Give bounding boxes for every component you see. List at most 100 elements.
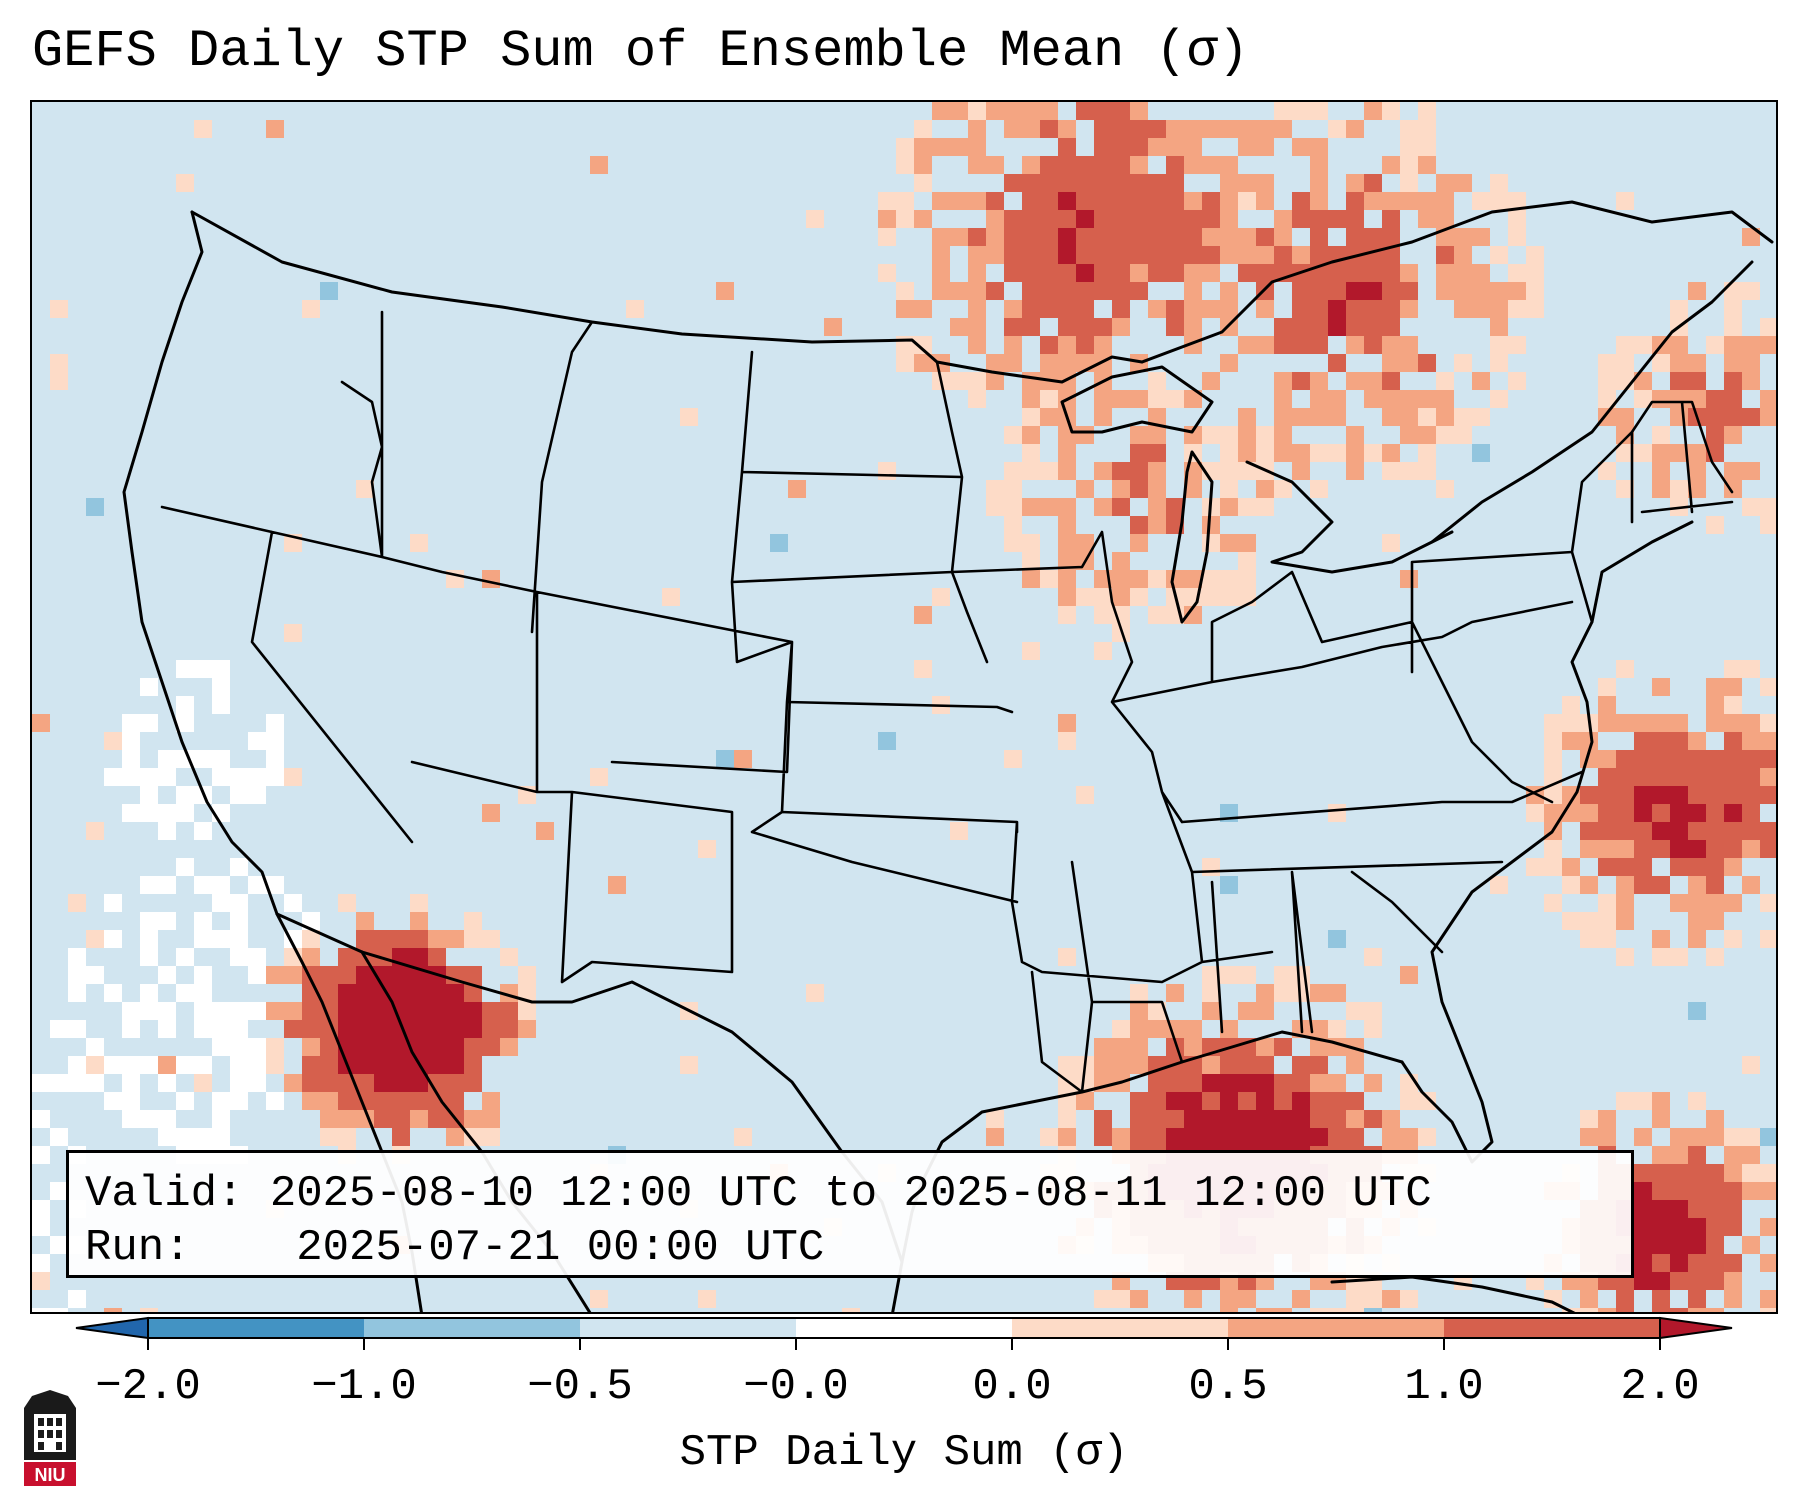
field-cell <box>230 948 248 966</box>
field-cell <box>446 930 464 948</box>
field-cell <box>1130 1038 1148 1056</box>
field-cell <box>1220 246 1238 264</box>
field-cell <box>356 912 374 930</box>
field-cell <box>1706 1128 1724 1146</box>
field-cell <box>1724 462 1742 480</box>
field-cell <box>338 984 356 1002</box>
field-cell <box>1706 336 1724 354</box>
field-cell <box>1562 732 1580 750</box>
field-cell <box>1382 246 1400 264</box>
field-cell <box>140 1002 158 1020</box>
field-cell <box>1238 228 1256 246</box>
colorbar-tick-label: 0.5 <box>1188 1362 1268 1412</box>
field-cell <box>212 1128 230 1146</box>
field-cell <box>104 930 122 948</box>
field-cell <box>1292 1056 1310 1074</box>
field-cell <box>1022 246 1040 264</box>
field-cell <box>1238 462 1256 480</box>
field-cell <box>1112 1290 1130 1308</box>
field-cell <box>50 372 68 390</box>
field-cell <box>806 984 824 1002</box>
field-cell <box>1670 1128 1688 1146</box>
field-cell <box>50 1020 68 1038</box>
field-cell <box>176 174 194 192</box>
field-cell <box>320 1074 338 1092</box>
field-cell <box>1364 444 1382 462</box>
field-cell <box>248 732 266 750</box>
field-cell <box>1202 1092 1220 1110</box>
field-cell <box>1760 1182 1776 1200</box>
field-cell <box>1274 1092 1292 1110</box>
field-cell <box>1274 390 1292 408</box>
field-cell <box>1400 300 1418 318</box>
field-cell <box>914 174 932 192</box>
field-cell <box>104 1056 122 1074</box>
field-cell <box>212 894 230 912</box>
field-cell <box>1256 192 1274 210</box>
field-cell <box>1220 534 1238 552</box>
field-cell <box>122 750 140 768</box>
field-cell <box>1382 372 1400 390</box>
field-cell <box>590 156 608 174</box>
field-cell <box>1040 246 1058 264</box>
field-cell <box>212 876 230 894</box>
field-cell <box>32 1254 50 1272</box>
field-cell <box>1652 1272 1670 1290</box>
field-cell <box>176 786 194 804</box>
field-cell <box>302 912 320 930</box>
field-cell <box>1526 804 1544 822</box>
field-cell <box>1076 264 1094 282</box>
field-cell <box>68 984 86 1002</box>
field-cell <box>266 1002 284 1020</box>
field-cell <box>1328 930 1346 948</box>
field-cell <box>212 696 230 714</box>
field-cell <box>1742 462 1760 480</box>
field-cell <box>896 354 914 372</box>
field-cell <box>1040 120 1058 138</box>
field-cell <box>86 1056 104 1074</box>
field-cell <box>1238 534 1256 552</box>
field-cell <box>1184 246 1202 264</box>
field-cell <box>1724 786 1742 804</box>
field-cell <box>410 1092 428 1110</box>
field-cell <box>176 984 194 1002</box>
field-cell <box>1310 174 1328 192</box>
field-cell <box>1094 1056 1112 1074</box>
field-cell <box>1670 732 1688 750</box>
field-cell <box>1256 1074 1274 1092</box>
field-cell <box>1652 1110 1670 1128</box>
field-cell <box>1652 1254 1670 1272</box>
field-cell <box>392 1038 410 1056</box>
field-cell <box>1418 390 1436 408</box>
field-cell <box>1598 1110 1616 1128</box>
field-cell <box>1742 660 1760 678</box>
field-cell <box>914 210 932 228</box>
field-cell <box>1238 1092 1256 1110</box>
field-cell <box>824 318 842 336</box>
field-cell <box>914 120 932 138</box>
field-cell <box>1688 912 1706 930</box>
field-cell <box>1238 1290 1256 1308</box>
field-cell <box>1004 318 1022 336</box>
field-cell <box>194 1020 212 1038</box>
field-cell <box>1400 390 1418 408</box>
field-cell <box>194 1002 212 1020</box>
field-cell <box>1760 1218 1776 1236</box>
field-cell <box>896 210 914 228</box>
field-cell <box>914 660 932 678</box>
field-cell <box>1328 300 1346 318</box>
field-cell <box>1706 1182 1724 1200</box>
field-cell <box>1310 372 1328 390</box>
field-cell <box>1328 984 1346 1002</box>
field-cell <box>986 246 1004 264</box>
field-cell <box>1184 192 1202 210</box>
field-cell <box>1058 300 1076 318</box>
field-cell <box>230 1074 248 1092</box>
field-cell <box>122 804 140 822</box>
field-cell <box>1418 354 1436 372</box>
field-cell <box>1058 318 1076 336</box>
field-cell <box>158 768 176 786</box>
field-cell <box>1688 480 1706 498</box>
field-cell <box>1148 1128 1166 1146</box>
colorbar-bin <box>1444 1318 1661 1338</box>
